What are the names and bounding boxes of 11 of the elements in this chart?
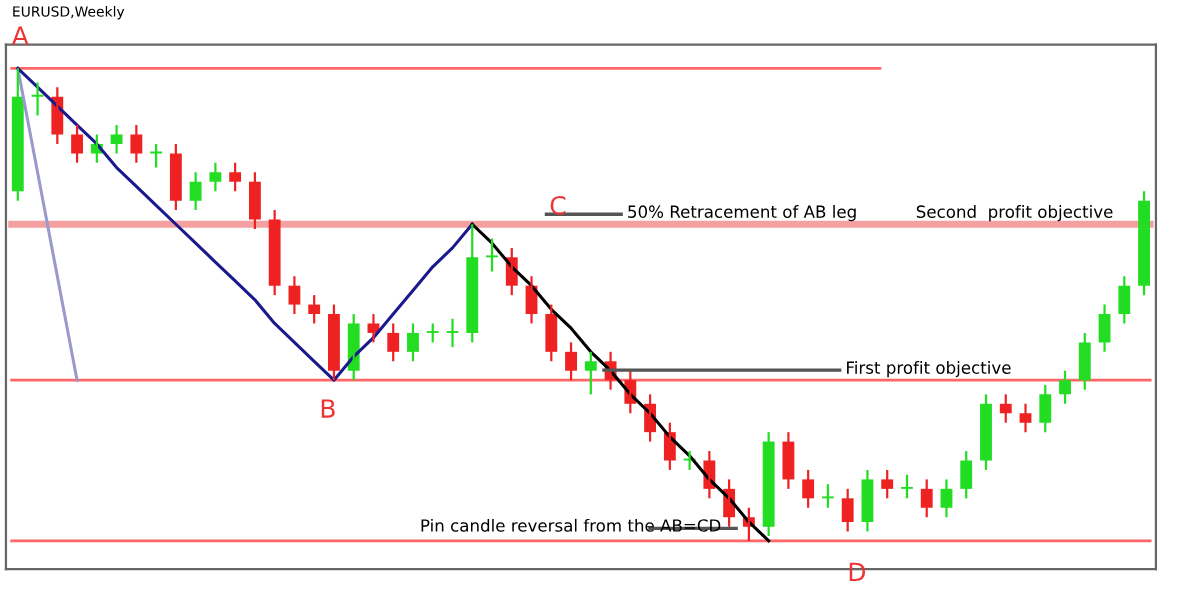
annotation: First profit objective xyxy=(847,361,1011,378)
candlestick xyxy=(150,142,163,169)
annotation: Second profit objective xyxy=(916,205,1113,222)
annotation: B xyxy=(321,399,335,418)
annotation: A xyxy=(11,26,29,45)
candlestick xyxy=(901,473,913,500)
annotation: 50% Retracement of AB leg xyxy=(628,205,856,222)
candlestick xyxy=(821,483,834,509)
candlestick xyxy=(426,322,439,344)
annotation: C xyxy=(550,195,566,215)
candlestick xyxy=(486,237,498,273)
